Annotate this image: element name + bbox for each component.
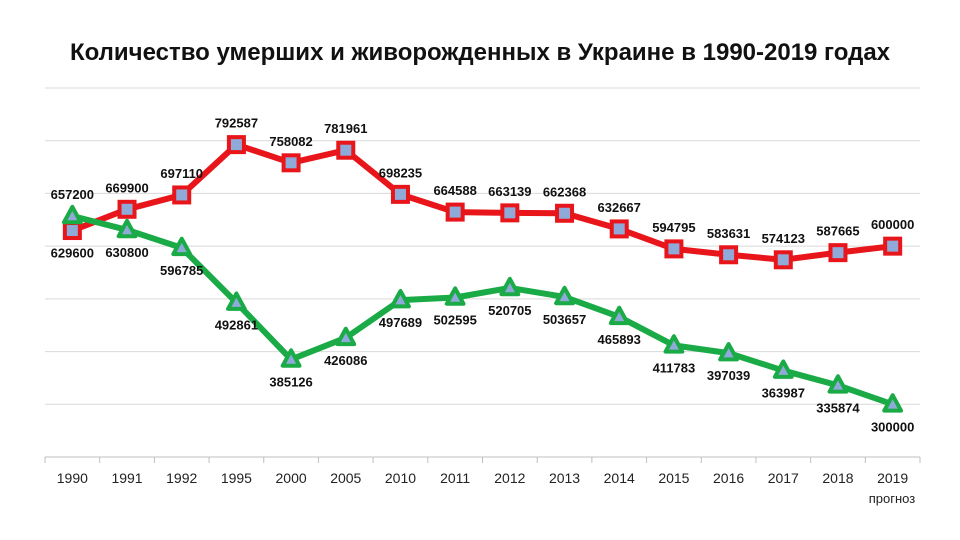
x-tick-label: 2018	[822, 470, 853, 486]
x-tick-label: 1992	[166, 470, 197, 486]
data-label: 781961	[324, 121, 367, 136]
x-tick-label: 2000	[276, 470, 307, 486]
x-tick-label: 2016	[713, 470, 744, 486]
x-tick-label: 2017	[768, 470, 799, 486]
x-tick-label: 2015	[658, 470, 689, 486]
data-point	[171, 236, 193, 257]
x-tick-label: 2005	[330, 470, 361, 486]
data-point	[172, 185, 192, 205]
data-label: 426086	[324, 353, 367, 368]
data-label: 664588	[433, 183, 476, 198]
data-point	[882, 393, 904, 413]
data-point	[499, 276, 521, 297]
data-label: 698235	[379, 165, 422, 180]
data-point	[445, 202, 465, 222]
data-point	[226, 135, 246, 155]
data-point	[554, 285, 575, 306]
series-line-0	[69, 141, 896, 263]
series-line-1	[69, 212, 896, 408]
data-label: 300000	[871, 419, 914, 434]
data-label: 492861	[215, 318, 258, 333]
data-label: 574123	[762, 231, 805, 246]
data-label: 594795	[652, 220, 695, 235]
data-point	[773, 250, 793, 270]
data-point	[663, 334, 685, 354]
data-label: 630800	[105, 245, 148, 260]
data-label: 411783	[653, 360, 696, 375]
data-label: 363987	[762, 386, 805, 401]
data-label: 657200	[51, 187, 94, 202]
data-label: 465893	[598, 332, 641, 347]
data-label: 629600	[51, 246, 94, 261]
data-point	[827, 374, 849, 394]
x-tick-label: 2011	[440, 470, 470, 486]
data-point	[226, 291, 247, 311]
data-label: 632667	[598, 200, 641, 215]
data-label: 697110	[160, 166, 203, 181]
data-point	[117, 199, 137, 219]
x-tick-label: 2019	[877, 470, 908, 486]
data-point	[116, 218, 138, 239]
data-label: 758082	[269, 134, 312, 149]
x-tick-label: 2010	[385, 470, 416, 486]
data-point	[609, 219, 629, 239]
x-tick-label: 2013	[549, 470, 580, 486]
data-point	[444, 286, 466, 306]
data-label: 385126	[269, 374, 312, 389]
data-point	[608, 305, 630, 326]
x-axis: 1990 1991 1992 1995 2000 2005 2010 2011 2012 2013…	[44, 456, 921, 486]
data-point	[62, 221, 82, 241]
data-label: 663139	[488, 184, 531, 199]
data-label: 669900	[105, 180, 148, 195]
data-label: 587665	[816, 224, 859, 239]
data-point	[336, 140, 356, 160]
data-label: 335874	[816, 400, 860, 415]
data-point	[883, 236, 903, 256]
x-tick-label: 1990	[57, 470, 88, 486]
data-label: 397039	[707, 368, 750, 383]
x-note: прогноз	[869, 491, 916, 506]
data-point	[719, 245, 739, 265]
data-point	[61, 204, 83, 225]
x-tick-label: 2012	[494, 470, 525, 486]
data-label: 502595	[433, 312, 476, 327]
data-label: 583631	[707, 226, 750, 241]
data-point	[828, 243, 848, 263]
data-point	[280, 348, 302, 368]
x-tick-label: 2014	[604, 470, 635, 486]
data-label: 600000	[871, 217, 914, 232]
series-layer	[61, 135, 904, 413]
data-point	[718, 342, 739, 362]
data-label: 520705	[488, 303, 531, 318]
chart-title: Количество умерших и живорожденных в Укр…	[70, 39, 891, 66]
data-labels: 629600 657200 669900 630800 697110 596785 7925…	[51, 116, 915, 435]
data-point	[390, 288, 411, 309]
x-tick-label: 1991	[111, 470, 142, 486]
data-point	[664, 239, 684, 259]
x-tick-label: 1995	[221, 470, 252, 486]
data-label: 792587	[215, 116, 258, 131]
data-point	[281, 153, 301, 173]
data-label: 503657	[543, 312, 586, 327]
data-point	[335, 326, 357, 347]
data-point	[772, 359, 794, 379]
data-label: 497689	[379, 315, 422, 330]
data-point	[555, 203, 575, 223]
data-label: 596785	[160, 263, 203, 278]
data-label: 662368	[543, 184, 586, 199]
data-point	[500, 203, 520, 223]
data-point	[390, 184, 410, 204]
